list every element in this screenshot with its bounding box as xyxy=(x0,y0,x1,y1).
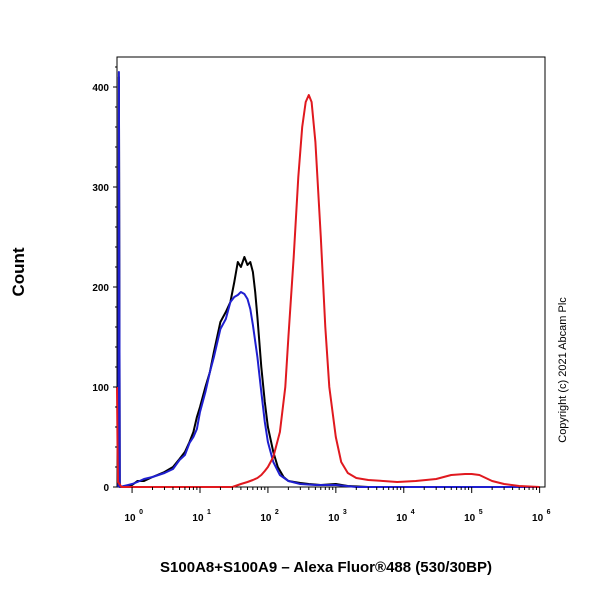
series-layer xyxy=(116,71,540,488)
y-tick-label: 0 xyxy=(103,483,109,494)
x-tick-exponent: 5 xyxy=(479,509,483,516)
copyright-annotation: Copyright (c) 2021 Abcam Plc xyxy=(557,297,569,443)
series-line-1 xyxy=(117,76,540,488)
x-tick-label: 10 xyxy=(328,513,340,524)
x-tick-label: 10 xyxy=(532,513,544,524)
x-tick-exponent: 1 xyxy=(207,509,211,516)
y-tick-label: 400 xyxy=(92,83,109,94)
y-axis: 0 100 200 300 400 xyxy=(92,66,117,494)
y-tick-label: 200 xyxy=(92,283,109,294)
x-axis-label: S100A8+S100A9 – Alexa Fluor®488 (530/30B… xyxy=(160,559,492,576)
x-tick-label: 10 xyxy=(396,513,408,524)
plot-frame xyxy=(116,56,546,488)
y-tick-label: 300 xyxy=(92,183,109,194)
x-tick-exponent: 6 xyxy=(547,509,551,516)
y-axis-label: Count xyxy=(9,247,28,296)
x-tick-exponent: 2 xyxy=(275,509,279,516)
y-tick-label: 100 xyxy=(92,383,109,394)
x-tick-exponent: 3 xyxy=(343,509,347,516)
x-tick-label: 10 xyxy=(464,513,476,524)
x-tick-label: 10 xyxy=(260,513,272,524)
x-tick-label: 10 xyxy=(192,513,204,524)
x-tick-exponent: 0 xyxy=(139,509,143,516)
series-line-3 xyxy=(116,94,540,488)
x-tick-exponent: 4 xyxy=(411,509,415,516)
series-line-2 xyxy=(117,71,540,488)
x-tick-label: 10 xyxy=(125,513,137,524)
